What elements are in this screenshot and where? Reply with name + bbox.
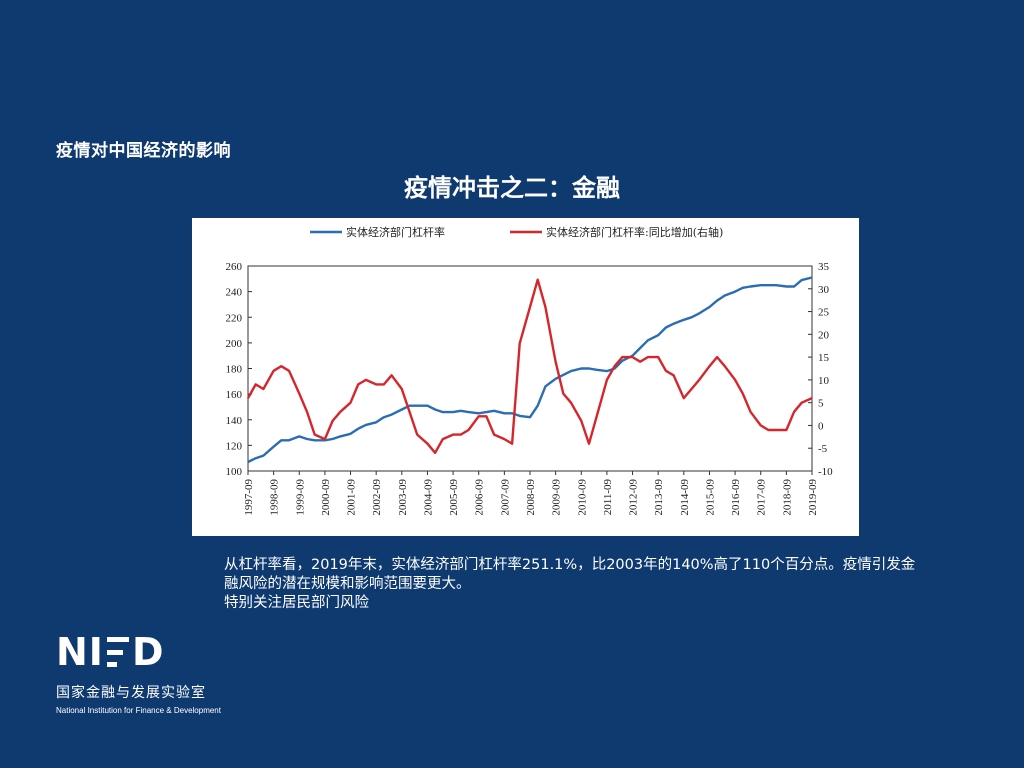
x-axis-tick-label: 2014-09 [679,479,691,516]
chart-panel: 100 120 140 160 180 200 220 240 260 -10 -5 0 5 10 15 20… [192,218,859,536]
x-axis-tick-label: 2015-09 [704,479,716,516]
legend-label-2: 实体经济部门杠杆率:同比增加(右轴) [546,225,723,239]
logo-mark-left: NI [56,630,104,674]
x-axis-tick-label: 2019-09 [807,479,819,516]
x-axis-tick-label: 2018-09 [781,479,793,516]
slide-title: 疫情冲击之二：金融 [404,174,620,202]
x-axis-tick-label: 2008-09 [525,479,537,516]
left-axis-tick-label: 240 [226,287,243,299]
slide-heading: 疫情对中国经济的影响 [56,141,231,161]
body-text: 从杠杆率看，2019年末，实体经济部门杠杆率251.1%，比2003年的140%… [196,556,916,613]
right-axis-tick-label: 30 [818,284,830,296]
right-axis-tick-label: 25 [818,307,830,319]
nifd-logo: NI D 国家金融与发展实验室 National Institution for… [56,632,236,715]
x-axis-tick-label: 2009-09 [551,479,563,516]
right-axis-tick-label: 10 [818,375,830,387]
x-axis-tick-label: 2006-09 [474,479,486,516]
logo-name-cn: 国家金融与发展实验室 [56,685,206,701]
left-axis-tick-label: 220 [226,312,243,324]
x-axis-tick-label: 2001-09 [346,479,358,516]
x-axis-tick-label: 2003-09 [397,479,409,516]
left-axis-tick-label: 140 [226,415,243,427]
left-axis-tick-label: 200 [226,338,243,350]
x-axis-tick-label: 2000-09 [320,479,332,516]
right-axis-tick-label: -5 [818,443,828,455]
x-axis-tick-label: 2004-09 [422,479,434,516]
leverage-line-chart: 100 120 140 160 180 200 220 240 260 -10 -5 0 5 10 15 20… [226,225,834,516]
right-axis-tick-label: 15 [818,352,830,364]
right-axis-tick-label: 20 [818,329,830,341]
x-axis-tick-label: 1999-09 [294,479,306,516]
logo-mark: NI D [56,632,236,672]
right-axis-tick-label: 35 [818,261,830,273]
x-axis-tick-label: 1997-09 [243,479,255,516]
x-axis-tick-label: 2010-09 [576,479,588,516]
x-axis-tick-label: 2011-09 [602,479,614,516]
x-axis-tick-label: 2012-09 [628,479,640,516]
left-axis-tick-label: 180 [226,364,243,376]
body-paragraph-2: 特别关注居民部门风险 [224,595,369,611]
series-line-1 [247,276,813,464]
logo-mark-right: D [131,630,165,674]
series-line-2 [246,278,813,454]
logo-name-en: National Institution for Finance & Devel… [56,706,221,715]
x-axis-tick-label: 2002-09 [371,479,383,516]
left-axis-tick-label: 160 [226,389,243,401]
right-axis-tick-label: 0 [818,420,824,432]
x-axis-tick-label: 2005-09 [448,479,460,516]
x-axis-tick-label: 1998-09 [269,479,281,516]
body-paragraph-1: 从杠杆率看，2019年末，实体经济部门杠杆率251.1%，比2003年的140%… [224,557,916,592]
x-axis-tick-label: 2013-09 [653,479,665,516]
x-axis-tick-label: 2007-09 [499,479,511,516]
left-axis-tick-label: 260 [226,261,243,273]
left-axis-tick-label: 120 [226,440,243,452]
logo-f-icon [106,637,129,667]
x-axis-tick-label: 2016-09 [730,479,742,516]
left-axis-tick-label: 100 [226,466,243,478]
x-axis-tick-label: 2017-09 [756,479,768,516]
right-axis-tick-label: -10 [818,466,833,478]
legend-label-1: 实体经济部门杠杆率 [346,225,445,239]
right-axis-tick-label: 5 [818,398,824,410]
